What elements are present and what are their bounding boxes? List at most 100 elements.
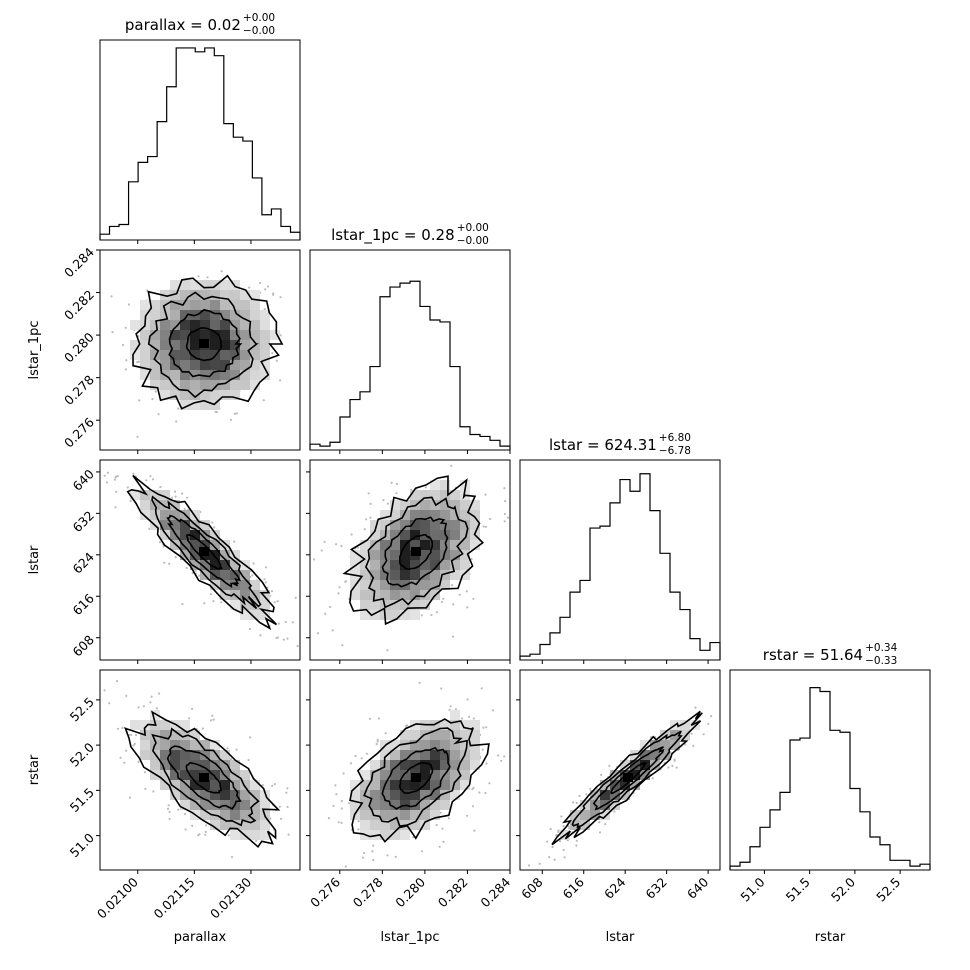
density-cell — [160, 760, 170, 770]
density-cell — [400, 810, 410, 820]
density-cell — [180, 530, 190, 540]
hist-bin-parallax-18 — [271, 209, 281, 240]
sample-point — [598, 821, 601, 824]
density-cell — [440, 560, 450, 570]
density-cell — [450, 770, 460, 780]
density-cell — [360, 540, 370, 550]
sample-point — [106, 471, 109, 474]
density-cell — [210, 750, 220, 760]
sample-point — [294, 596, 297, 599]
sample-point — [275, 359, 278, 362]
density-cell — [680, 730, 690, 740]
sample-point — [454, 708, 457, 711]
sample-point — [159, 485, 162, 489]
title-param: rstar — [763, 646, 799, 664]
sample-point — [465, 814, 469, 817]
density-cell — [170, 290, 180, 300]
y-axis-label-lstar: lstar — [27, 545, 42, 574]
density-cell — [150, 370, 160, 380]
sample-point — [263, 308, 266, 311]
density-cell — [130, 340, 140, 350]
y-tick-label-lstar-4: 640 — [69, 466, 97, 494]
density-cell — [200, 520, 210, 530]
density-cell — [140, 740, 150, 750]
sample-point — [129, 499, 132, 502]
sample-point — [503, 755, 506, 758]
density-cell — [460, 780, 470, 790]
density-cell — [410, 540, 420, 550]
density-cell — [430, 790, 440, 800]
sample-point — [213, 526, 216, 529]
sample-point — [323, 540, 326, 543]
sample-point — [197, 275, 200, 278]
sample-point — [103, 689, 106, 692]
hist-bin-rstar-17 — [900, 860, 910, 870]
density-cell — [400, 510, 410, 520]
density-cell — [440, 780, 450, 790]
density-cell — [460, 530, 470, 540]
hist-bin-lstar_1pc-4 — [350, 400, 360, 450]
density-cell — [390, 820, 400, 830]
density-cell — [360, 600, 370, 610]
sample-point — [506, 516, 510, 519]
hist-bin-rstar-8 — [810, 688, 820, 870]
contour-level-2 — [363, 727, 468, 827]
sample-point — [491, 709, 494, 712]
density-cell — [430, 810, 440, 820]
sample-point — [138, 399, 141, 402]
y-tick-label-lstar-2: 624 — [69, 549, 97, 577]
sample-point — [377, 717, 380, 720]
density-cell — [160, 750, 170, 760]
sample-point — [560, 815, 563, 818]
density-cell — [470, 720, 480, 730]
density-cell — [350, 780, 360, 790]
density-cell — [160, 740, 170, 750]
sample-point — [115, 490, 118, 493]
density-cell — [420, 510, 430, 520]
density-cell — [380, 510, 390, 520]
title-minus-rstar: −0.33 — [865, 655, 897, 667]
sample-point — [248, 627, 252, 631]
density-cell — [650, 750, 660, 760]
sample-point — [331, 629, 334, 632]
sample-point — [503, 512, 506, 516]
density-cell — [350, 550, 360, 560]
title-plus-lstar_1pc: +0.00 — [457, 222, 489, 234]
hist-bin-lstar-7 — [590, 528, 600, 660]
sample-point — [116, 727, 120, 730]
density-cell — [180, 770, 190, 780]
density-cell — [240, 810, 250, 820]
sample-point — [279, 334, 282, 337]
density-cell — [360, 780, 370, 790]
density-cell — [200, 780, 210, 790]
density-cell — [160, 350, 170, 360]
title-minus-lstar: −6.78 — [659, 445, 691, 457]
density-cell — [170, 510, 180, 520]
density-cell — [190, 290, 200, 300]
hist-bin-parallax-11 — [205, 48, 215, 240]
density-cell — [370, 570, 380, 580]
title-median: 0.02 — [207, 16, 240, 34]
sample-point — [284, 620, 287, 624]
sample-point — [296, 644, 299, 648]
sample-point — [557, 829, 560, 832]
histogram-lstar — [519, 473, 721, 660]
sample-point — [598, 831, 602, 834]
density-cell — [230, 280, 240, 290]
density-cell — [170, 390, 180, 400]
sample-point — [367, 492, 370, 495]
density-cell — [170, 540, 180, 550]
sample-point — [163, 561, 166, 564]
density-cell — [380, 520, 390, 530]
density-cell — [410, 600, 420, 610]
sample-point — [126, 486, 129, 489]
sample-point — [142, 705, 145, 708]
sample-point — [480, 687, 483, 690]
x-tick-label-parallax-1: 0.02115 — [150, 874, 197, 921]
sample-point — [211, 714, 214, 717]
sample-point — [198, 574, 201, 577]
density-cell — [190, 760, 200, 770]
density-cell — [410, 750, 420, 760]
sample-point — [365, 752, 368, 755]
sample-point — [174, 556, 177, 559]
